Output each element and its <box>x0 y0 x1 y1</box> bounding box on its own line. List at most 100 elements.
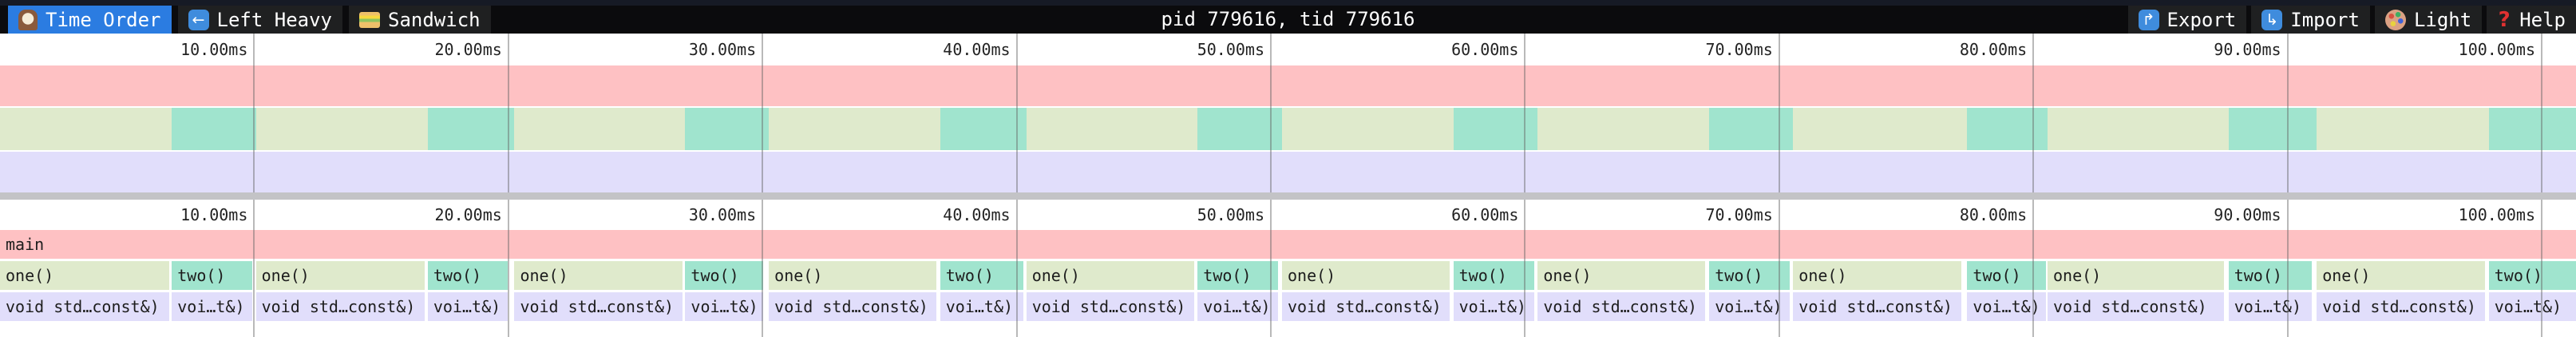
ruler-tick-label: 20.00ms <box>434 40 502 59</box>
minimap-frame-one[interactable] <box>0 108 172 150</box>
frame-two-child[interactable]: voi…t&) <box>1197 292 1279 321</box>
minimap-frame-one[interactable] <box>1537 108 1710 150</box>
ruler-tick-label: 40.00ms <box>943 205 1011 224</box>
minimap-frame-one[interactable] <box>1793 108 1968 150</box>
frame-one-child[interactable]: void std…const&) <box>2048 292 2224 321</box>
minimap-frame-two[interactable] <box>427 108 515 150</box>
clock-icon <box>18 9 38 30</box>
export-arrow-icon: ↱ <box>2138 9 2159 30</box>
button-label: Import <box>2290 8 2360 31</box>
tab-sandwich[interactable]: Sandwich <box>349 6 491 34</box>
frame-two-child[interactable]: voi…t&) <box>427 292 508 321</box>
toolbar-row: Time Order ← Left Heavy Sandwich pid 779616… <box>0 6 2576 34</box>
ruler-tick-label: 30.00ms <box>688 40 757 59</box>
minimap-frame-two[interactable] <box>1709 108 1794 150</box>
minimap-frame-two[interactable] <box>2488 108 2576 150</box>
button-label: Help <box>2519 8 2566 31</box>
ruler-tick-label: 90.00ms <box>2214 40 2281 59</box>
minimap-frame-two[interactable] <box>1453 108 1538 150</box>
tab-time-order[interactable]: Time Order <box>8 6 172 34</box>
ruler-tick-label: 80.00ms <box>1959 205 2028 224</box>
import-button[interactable]: ↳ Import <box>2251 6 2370 34</box>
frame-two[interactable]: two() <box>2228 261 2312 290</box>
export-button[interactable]: ↱ Export <box>2127 6 2247 34</box>
frame-two-child[interactable]: voi…t&) <box>2488 292 2576 321</box>
view-tabs: Time Order ← Left Heavy Sandwich <box>8 6 491 34</box>
frame-two-child[interactable]: voi…t&) <box>940 292 1023 321</box>
tab-left-heavy[interactable]: ← Left Heavy <box>177 6 342 34</box>
minimap-frame-main[interactable] <box>0 65 2576 106</box>
frame-one-child[interactable]: void std…const&) <box>1537 292 1706 321</box>
section-divider <box>0 192 2576 200</box>
frame-two-child[interactable]: voi…t&) <box>1967 292 2047 321</box>
frame-two[interactable]: two() <box>172 261 253 290</box>
frame-one[interactable]: one() <box>255 261 425 290</box>
frame-two-child[interactable]: voi…t&) <box>1709 292 1791 321</box>
frame-one[interactable]: one() <box>2317 261 2485 290</box>
light-button[interactable]: Light <box>2374 6 2483 34</box>
frame-two-child[interactable]: voi…t&) <box>1453 292 1534 321</box>
minimap[interactable]: 10.00ms 20.00ms 30.00ms 40.00ms 50.00ms 60.00… <box>0 34 2576 192</box>
frame-one[interactable]: one() <box>1537 261 1706 290</box>
frame-two-child[interactable]: voi…t&) <box>2228 292 2312 321</box>
frame-one[interactable]: one() <box>1282 261 1450 290</box>
frame-one-child[interactable]: void std…const&) <box>1282 292 1450 321</box>
frame-two[interactable]: two() <box>940 261 1023 290</box>
minimap-frame-two[interactable] <box>1197 108 1282 150</box>
frame-two[interactable]: two() <box>685 261 763 290</box>
frame-one-child[interactable]: void std…const&) <box>1026 292 1194 321</box>
flame-row-main: main <box>0 230 2576 259</box>
sandwich-icon <box>359 11 380 28</box>
ruler-tick-label: 70.00ms <box>1705 205 1773 224</box>
left-arrow-icon: ← <box>188 9 209 30</box>
frame-two[interactable]: two() <box>1709 261 1791 290</box>
minimap-frame-child[interactable] <box>0 152 2576 192</box>
frame-one[interactable]: one() <box>514 261 683 290</box>
tab-label: Sandwich <box>388 8 481 31</box>
minimap-frame-one[interactable] <box>2048 108 2229 150</box>
frame-two-child[interactable]: voi…t&) <box>685 292 763 321</box>
frame-two[interactable]: two() <box>1197 261 1279 290</box>
frame-one[interactable]: one() <box>2048 261 2224 290</box>
minimap-ruler: 10.00ms 20.00ms 30.00ms 40.00ms 50.00ms 60.00… <box>0 34 2576 65</box>
minimap-frame-one[interactable] <box>1282 108 1454 150</box>
frame-one[interactable]: one() <box>769 261 936 290</box>
frame-one-child[interactable]: void std…const&) <box>2317 292 2485 321</box>
frame-two[interactable]: two() <box>1453 261 1534 290</box>
minimap-frame-two[interactable] <box>940 108 1027 150</box>
frame-one-child[interactable]: void std…const&) <box>0 292 170 321</box>
ruler-tick-label: 50.00ms <box>1197 205 1264 224</box>
minimap-frame-one[interactable] <box>255 108 428 150</box>
minimap-frame-one[interactable] <box>514 108 686 150</box>
flamechart: 10.00ms 20.00ms 30.00ms 40.00ms 50.00ms 60.00… <box>0 200 2576 337</box>
frame-one[interactable]: one() <box>1793 261 1962 290</box>
help-button[interactable]: ? Help <box>2487 6 2576 34</box>
ruler-tick-label: 40.00ms <box>943 40 1011 59</box>
frame-two[interactable]: two() <box>2488 261 2576 290</box>
frame-two[interactable]: two() <box>1967 261 2047 290</box>
help-icon: ? <box>2498 7 2511 32</box>
frame-main[interactable]: main <box>0 230 2576 259</box>
frame-one-child[interactable]: void std…const&) <box>514 292 683 321</box>
button-label: Export <box>2166 8 2237 31</box>
frame-one-child[interactable]: void std…const&) <box>255 292 425 321</box>
minimap-frame-one[interactable] <box>2317 108 2489 150</box>
minimap-frame-two[interactable] <box>1967 108 2048 150</box>
minimap-frame-two[interactable] <box>172 108 256 150</box>
minimap-frame-two[interactable] <box>685 108 770 150</box>
minimap-frame-two[interactable] <box>2228 108 2317 150</box>
minimap-frame-one[interactable] <box>1026 108 1198 150</box>
ruler-tick-label: 10.00ms <box>180 40 248 59</box>
frame-one-child[interactable]: void std…const&) <box>769 292 936 321</box>
frame-one[interactable]: one() <box>0 261 170 290</box>
frame-two-child[interactable]: voi…t&) <box>172 292 253 321</box>
frame-two[interactable]: two() <box>427 261 508 290</box>
minimap-frame-one[interactable] <box>769 108 940 150</box>
import-arrow-icon: ↳ <box>2261 9 2283 30</box>
ruler-tick-label: 70.00ms <box>1705 40 1773 59</box>
frame-one[interactable]: one() <box>1026 261 1194 290</box>
button-label: Light <box>2413 8 2472 31</box>
frame-one-child[interactable]: void std…const&) <box>1793 292 1962 321</box>
ruler-tick-label: 100.00ms <box>2458 40 2535 59</box>
